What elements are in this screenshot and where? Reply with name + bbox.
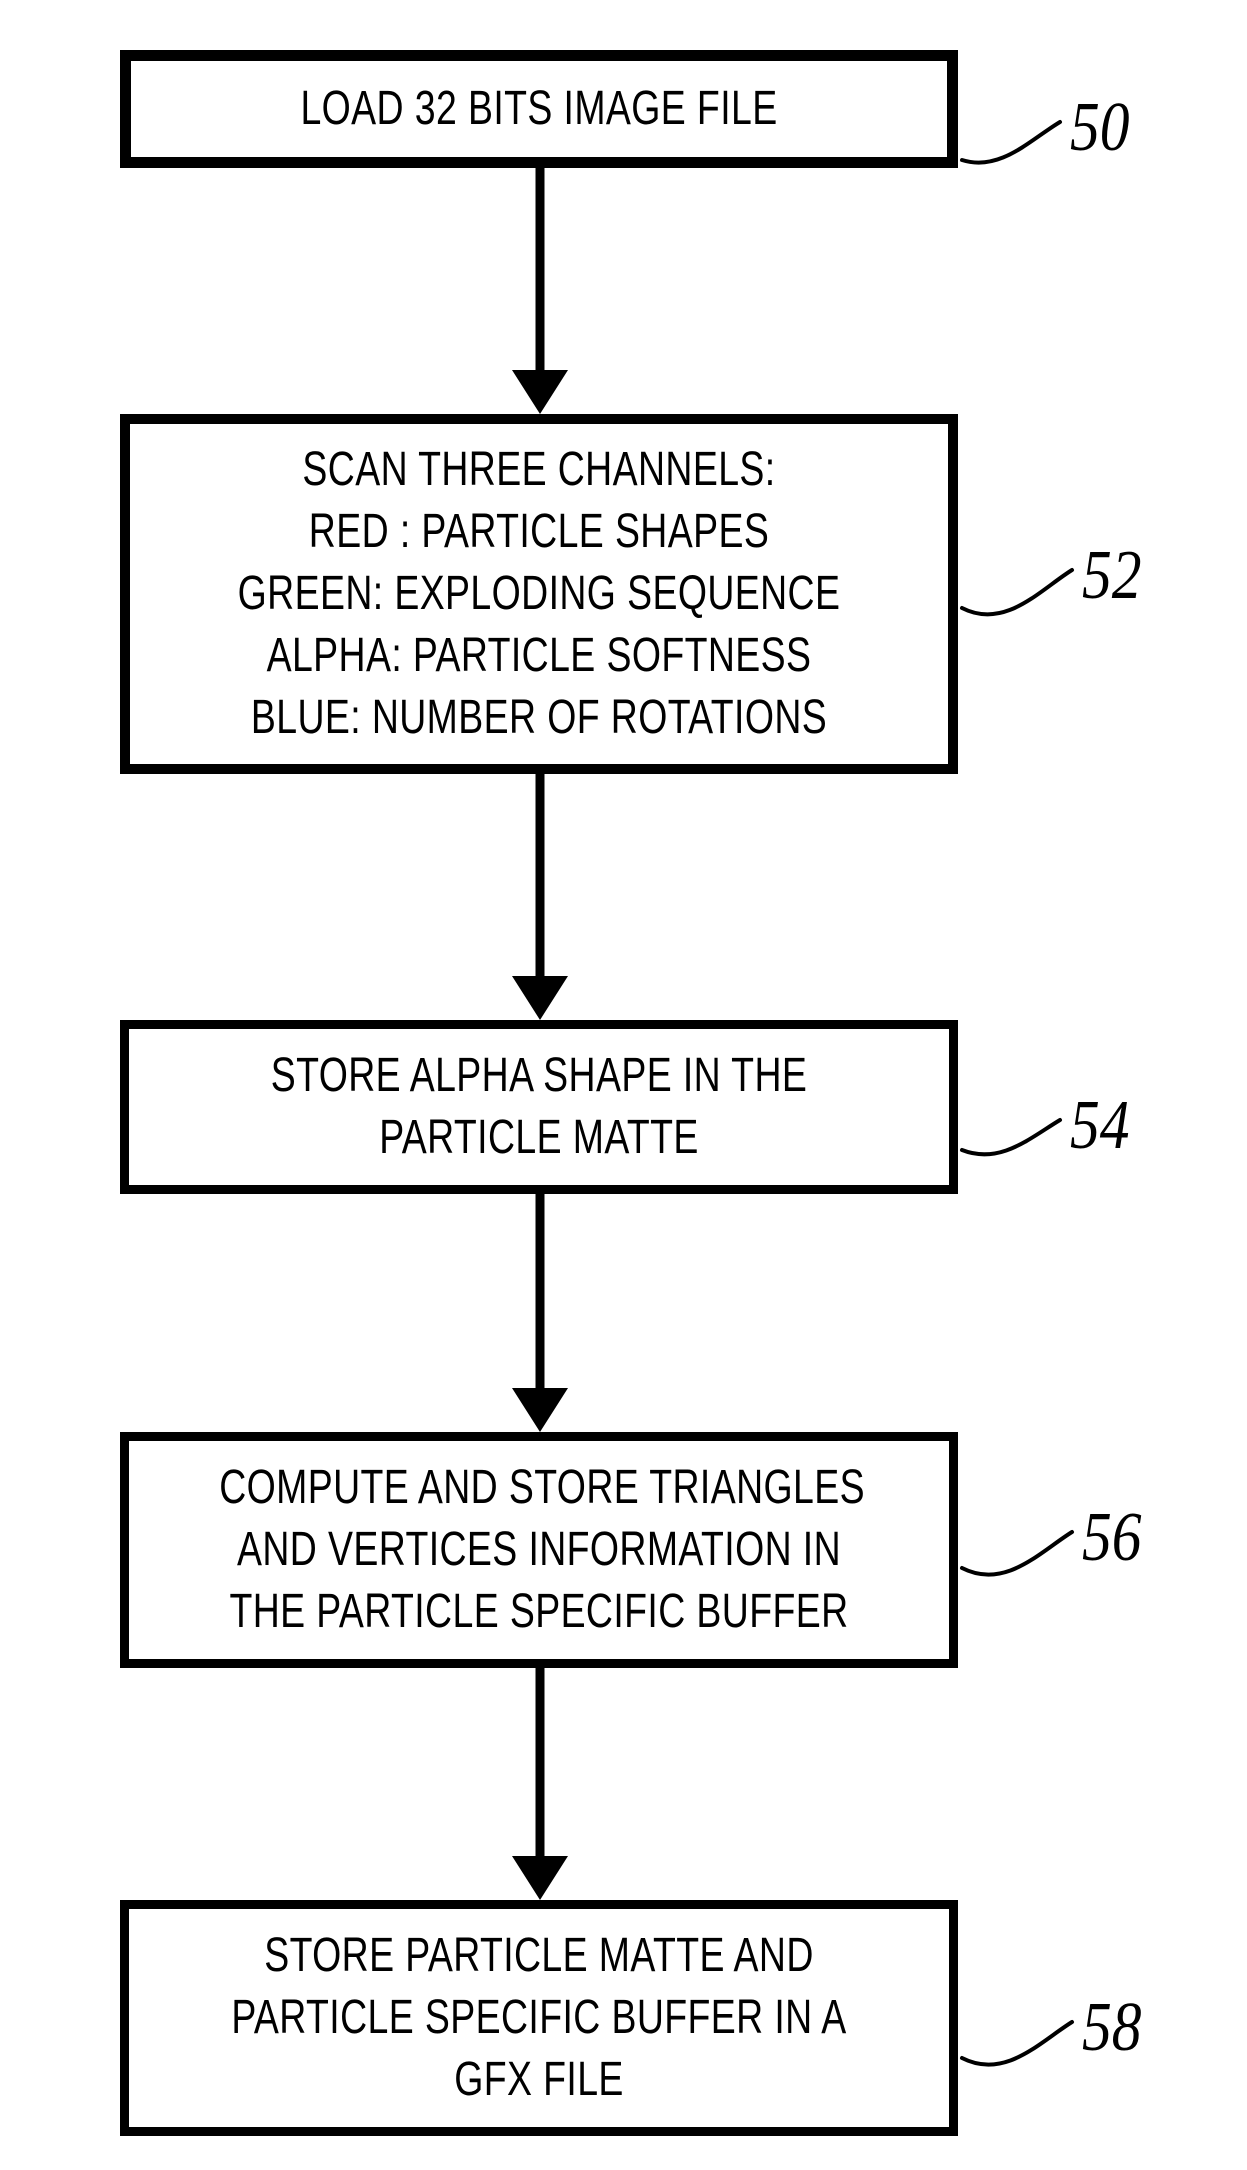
flow-node-compute-lines: COMPUTE AND STORE TRIANGLES AND VERTICES…: [129, 1457, 949, 1643]
flow-node-store-alpha: STORE ALPHA SHAPE IN THE PARTICLE MATTE: [120, 1020, 958, 1194]
flow-node-load-lines: LOAD 32 BITS IMAGE FILE: [131, 78, 947, 140]
flow-node-load: LOAD 32 BITS IMAGE FILE: [120, 50, 958, 168]
flow-node-compute: COMPUTE AND STORE TRIANGLES AND VERTICES…: [120, 1432, 958, 1668]
flow-node-store-gfx: STORE PARTICLE MATTE AND PARTICLE SPECIF…: [120, 1900, 958, 2136]
text-line: RED : PARTICLE SHAPES: [220, 501, 858, 563]
text-line: GFX FILE: [219, 2049, 859, 2111]
text-line: PARTICLE SPECIFIC BUFFER IN A: [219, 1987, 859, 2049]
text-line: LOAD 32 BITS IMAGE FILE: [221, 78, 857, 140]
flow-node-scan: SCAN THREE CHANNELS: RED : PARTICLE SHAP…: [120, 414, 958, 774]
callout-label-58: 58: [1082, 1988, 1142, 2068]
flow-node-scan-lines: SCAN THREE CHANNELS: RED : PARTICLE SHAP…: [130, 439, 948, 749]
flow-node-store-gfx-lines: STORE PARTICLE MATTE AND PARTICLE SPECIF…: [129, 1925, 949, 2111]
callout-label-54: 54: [1070, 1086, 1130, 1166]
text-line: ALPHA: PARTICLE SOFTNESS: [220, 625, 858, 687]
text-line: THE PARTICLE SPECIFIC BUFFER: [219, 1581, 859, 1643]
callout-label-50: 50: [1070, 88, 1130, 168]
text-line: SCAN THREE CHANNELS:: [220, 439, 858, 501]
text-line: PARTICLE MATTE: [219, 1107, 859, 1169]
text-line: STORE PARTICLE MATTE AND: [219, 1925, 859, 1987]
text-line: AND VERTICES INFORMATION IN: [219, 1519, 859, 1581]
text-line: GREEN: EXPLODING SEQUENCE: [220, 563, 858, 625]
text-line: STORE ALPHA SHAPE IN THE: [219, 1045, 859, 1107]
callout-label-52: 52: [1082, 536, 1142, 616]
callout-label-56: 56: [1082, 1498, 1142, 1578]
text-line: BLUE: NUMBER OF ROTATIONS: [220, 687, 858, 749]
flow-node-store-alpha-lines: STORE ALPHA SHAPE IN THE PARTICLE MATTE: [129, 1045, 949, 1169]
text-line: COMPUTE AND STORE TRIANGLES: [219, 1457, 859, 1519]
